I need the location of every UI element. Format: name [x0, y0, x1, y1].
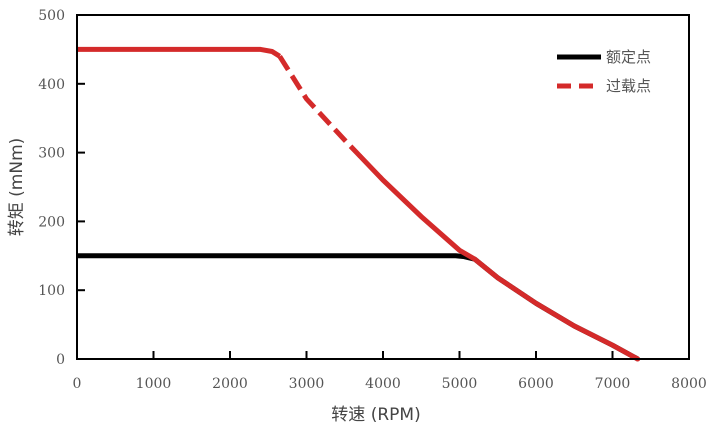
- series-line-rated: [77, 253, 639, 362]
- x-tick-label: 1000: [136, 376, 172, 392]
- x-tick-label: 3000: [289, 376, 325, 392]
- y-axis-label: 转矩 (mNm): [7, 138, 27, 237]
- x-tick-label: 0: [73, 376, 82, 392]
- y-tick-label: 300: [38, 146, 65, 162]
- series-line-overload-dashed: [277, 54, 362, 158]
- x-tick-label: 6000: [518, 376, 554, 392]
- y-tick-label: 200: [38, 214, 65, 230]
- legend: 额定点 过载点: [557, 48, 651, 95]
- x-tick-label: 5000: [442, 376, 478, 392]
- series-line-overload-solid: [77, 46, 282, 59]
- x-tick-label: 7000: [595, 376, 631, 392]
- x-axis-label: 转速 (RPM): [331, 405, 420, 425]
- legend-label-rated: 额定点: [606, 48, 651, 66]
- legend-label-overload: 过载点: [606, 77, 651, 95]
- plot-frame: [76, 14, 690, 360]
- y-tick-label: 100: [38, 283, 65, 299]
- y-tick-label: 400: [38, 77, 65, 93]
- x-tick-label: 8000: [671, 376, 707, 392]
- x-tick-label: 2000: [212, 376, 248, 392]
- y-tick-label: 0: [56, 352, 65, 368]
- series-line-overload-tail: [357, 153, 641, 362]
- y-tick-label: 500: [38, 8, 65, 24]
- x-tick-label: 4000: [365, 376, 401, 392]
